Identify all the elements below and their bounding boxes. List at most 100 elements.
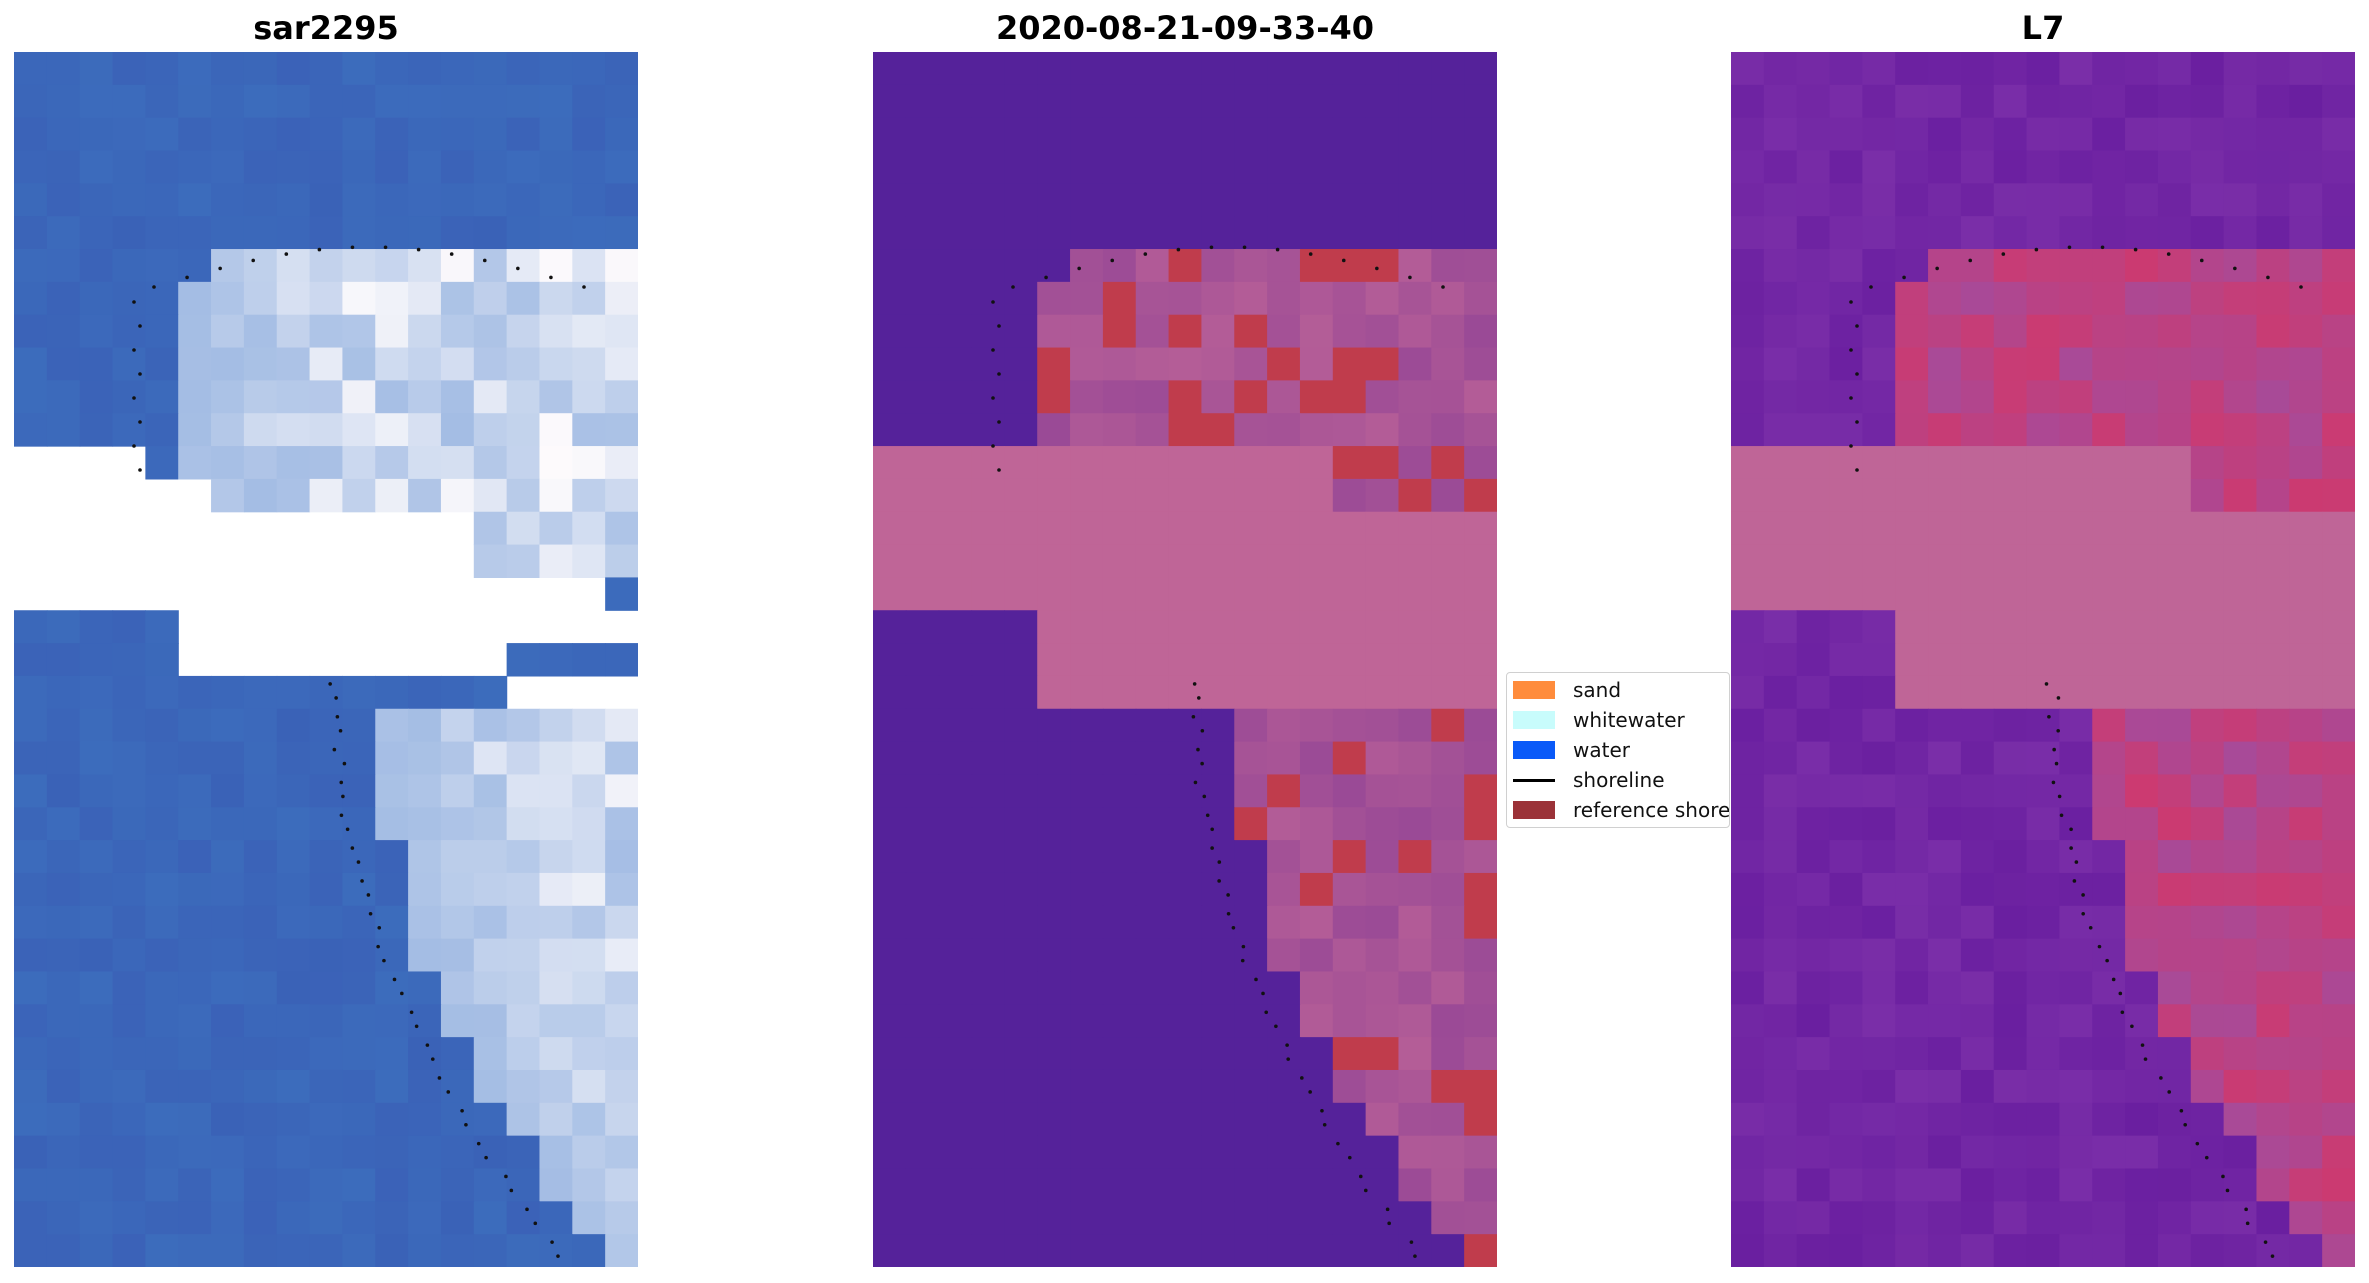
image-pixel: [276, 1102, 311, 1137]
index-pixel: [1829, 314, 1863, 349]
class-pixel: [938, 610, 973, 644]
shoreline-point: [1226, 893, 1230, 897]
class-pixel: [1398, 314, 1432, 349]
index-pixel: [2157, 840, 2192, 874]
image-pixel: [178, 1168, 212, 1202]
class-pixel: [1037, 905, 1071, 940]
index-pixel: [2223, 150, 2258, 184]
index-pixel: [1993, 249, 2028, 283]
class-pixel: [873, 971, 907, 1005]
class-pixel: [1004, 741, 1038, 776]
shoreline-point: [1855, 468, 1859, 472]
index-pixel: [1731, 971, 1765, 1005]
index-pixel: [2256, 1168, 2290, 1202]
image-pixel: [46, 216, 81, 250]
image-pixel: [112, 938, 146, 973]
index-pixel: [1928, 971, 1962, 1005]
index-pixel: [2157, 216, 2192, 250]
class-pixel: [1299, 544, 1334, 579]
class-pixel: [1037, 1135, 1071, 1170]
index-pixel: [2157, 1135, 2192, 1170]
class-pixel: [1201, 577, 1235, 611]
index-pixel: [2256, 807, 2290, 841]
image-pixel: [243, 446, 278, 480]
shoreline-point: [2100, 245, 2105, 250]
index-pixel: [1993, 150, 2028, 184]
shoreline-point: [1322, 1123, 1327, 1127]
image-pixel: [276, 150, 311, 184]
class-pixel: [1365, 281, 1400, 316]
image-pixel: [605, 1135, 638, 1170]
index-pixel: [1928, 117, 1962, 152]
shoreline-point: [1285, 1043, 1289, 1047]
image-pixel: [473, 216, 508, 250]
class-pixel: [1102, 1201, 1137, 1235]
class-pixel: [1299, 216, 1334, 250]
class-pixel: [938, 478, 973, 513]
shoreline-point: [2097, 944, 2102, 949]
class-pixel: [1299, 1037, 1334, 1071]
image-pixel: [211, 281, 245, 316]
image-pixel: [46, 84, 81, 119]
class-pixel: [1004, 971, 1038, 1005]
index-pixel: [1993, 741, 2028, 776]
image-pixel: [243, 971, 278, 1005]
index-pixel: [2256, 840, 2290, 874]
index-pixel: [2190, 347, 2225, 381]
index-pixel: [1763, 446, 1798, 480]
class-pixel: [905, 1168, 940, 1202]
class-pixel: [1004, 249, 1038, 283]
index-pixel: [2289, 544, 2323, 579]
class-pixel: [1201, 938, 1235, 973]
image-pixel: [276, 971, 311, 1005]
image-pixel: [178, 938, 212, 973]
index-pixel: [2322, 281, 2355, 316]
image-pixel: [375, 380, 409, 414]
index-pixel: [1763, 840, 1798, 874]
index-pixel: [2190, 1102, 2225, 1137]
image-pixel: [506, 314, 541, 349]
index-pixel: [1895, 1004, 1929, 1038]
class-pixel: [938, 1135, 973, 1170]
shoreline-point: [1869, 285, 1873, 289]
image-pixel: [14, 643, 48, 677]
class-pixel: [1004, 347, 1038, 381]
shoreline-point: [2263, 1240, 2268, 1244]
index-pixel: [2125, 413, 2159, 447]
index-pixel: [1731, 938, 1765, 973]
image-pixel: [145, 1004, 179, 1038]
image-pixel: [79, 380, 114, 414]
index-pixel: [2289, 807, 2323, 841]
class-pixel: [1037, 347, 1071, 381]
index-pixel: [2092, 314, 2126, 349]
image-pixel: [375, 478, 409, 513]
index-pixel: [1862, 183, 1896, 217]
index-pixel: [1763, 708, 1798, 743]
image-pixel: [408, 807, 442, 841]
image-pixel: [375, 446, 409, 480]
index-pixel: [2223, 840, 2258, 874]
index-pixel: [2092, 52, 2126, 86]
image-pixel: [211, 1135, 245, 1170]
image-pixel: [440, 84, 475, 119]
shoreline-point: [1275, 247, 1280, 252]
class-pixel: [971, 905, 1005, 940]
index-pixel: [2092, 150, 2126, 184]
image-pixel: [211, 216, 245, 250]
class-pixel: [1004, 183, 1038, 217]
index-pixel: [2092, 446, 2126, 480]
shoreline-point: [516, 266, 520, 271]
class-pixel: [1299, 117, 1334, 152]
index-pixel: [1829, 249, 1863, 283]
class-pixel: [1135, 971, 1170, 1005]
image-pixel: [145, 150, 179, 184]
image-pixel: [440, 52, 475, 86]
class-pixel: [1234, 905, 1268, 940]
shoreline-point: [533, 1221, 538, 1226]
class-pixel: [1464, 1234, 1497, 1267]
image-pixel: [145, 610, 179, 644]
class-pixel: [1201, 1201, 1235, 1235]
index-pixel: [1960, 905, 1995, 940]
class-pixel: [873, 675, 907, 710]
class-pixel: [1168, 150, 1203, 184]
